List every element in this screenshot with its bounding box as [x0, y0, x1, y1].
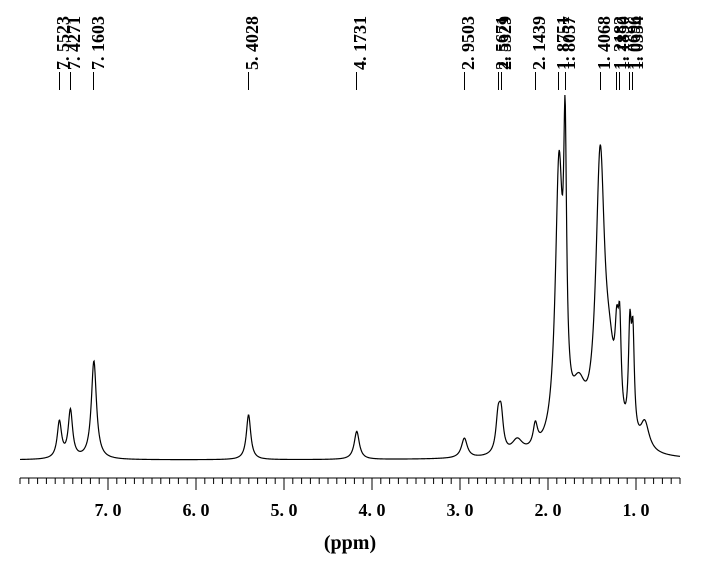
x-axis-label: (ppm)	[324, 532, 376, 555]
axis-tick-label: 3. 0	[447, 500, 474, 521]
axis-tick-label: 2. 0	[535, 500, 562, 521]
axis-tick-label: 5. 0	[271, 500, 298, 521]
axis-tick-label: 4. 0	[359, 500, 386, 521]
axis-tick-label: 6. 0	[183, 500, 210, 521]
x-axis	[20, 478, 680, 490]
axis-tick-label: 7. 0	[95, 500, 122, 521]
spectrum-trace	[20, 95, 680, 460]
axis-tick-label: 1. 0	[623, 500, 650, 521]
nmr-spectrum-figure: { "chart": { "type": "spectrum", "x_axis…	[0, 0, 701, 571]
spectrum-canvas	[0, 0, 701, 571]
